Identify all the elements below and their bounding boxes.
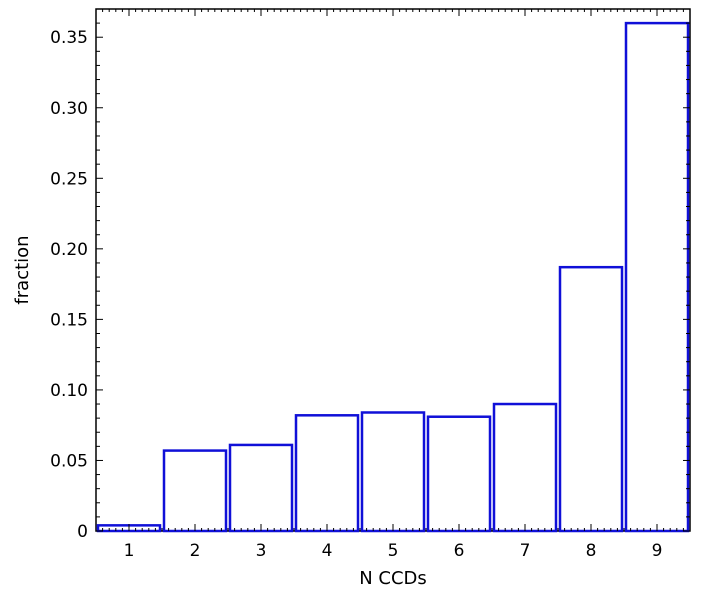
y-tick-label: 0.05	[50, 451, 88, 471]
x-tick-label: 1	[124, 541, 135, 561]
bar-9	[624, 21, 690, 533]
x-axis-ticks: 1 2 3 4 5 6 7 8 9	[95, 9, 691, 561]
bar-4	[294, 414, 360, 533]
x-tick-label: 3	[256, 541, 267, 561]
x-tick-label: 7	[520, 541, 531, 561]
x-tick-label: 6	[454, 541, 465, 561]
y-tick-label: 0.20	[50, 240, 88, 260]
x-tick-label: 5	[388, 541, 399, 561]
bar-8	[558, 265, 624, 533]
x-tick-label: 9	[652, 541, 663, 561]
y-tick-label: 0	[77, 522, 88, 542]
x-tick-label: 2	[190, 541, 201, 561]
y-tick-label: 0.25	[50, 169, 88, 189]
bar-5	[360, 411, 426, 533]
y-axis-label: fraction	[12, 235, 33, 304]
y-axis-ticks: 0 0.05 0.10 0.15 0.20 0.25 0.30 0.35	[50, 8, 690, 542]
bar-2	[162, 449, 228, 533]
y-tick-label: 0.15	[50, 310, 88, 330]
x-axis-label: N CCDs	[359, 568, 427, 589]
y-tick-label: 0.35	[50, 28, 88, 48]
bar-3	[228, 443, 294, 533]
plot-frame	[95, 8, 691, 532]
y-tick-label: 0.10	[50, 381, 88, 401]
bars-group	[96, 21, 690, 533]
y-tick-label: 0.30	[50, 99, 88, 119]
x-tick-label: 4	[322, 541, 333, 561]
bar-7	[492, 402, 558, 533]
x-tick-label: 8	[586, 541, 597, 561]
bar-6	[426, 415, 492, 533]
